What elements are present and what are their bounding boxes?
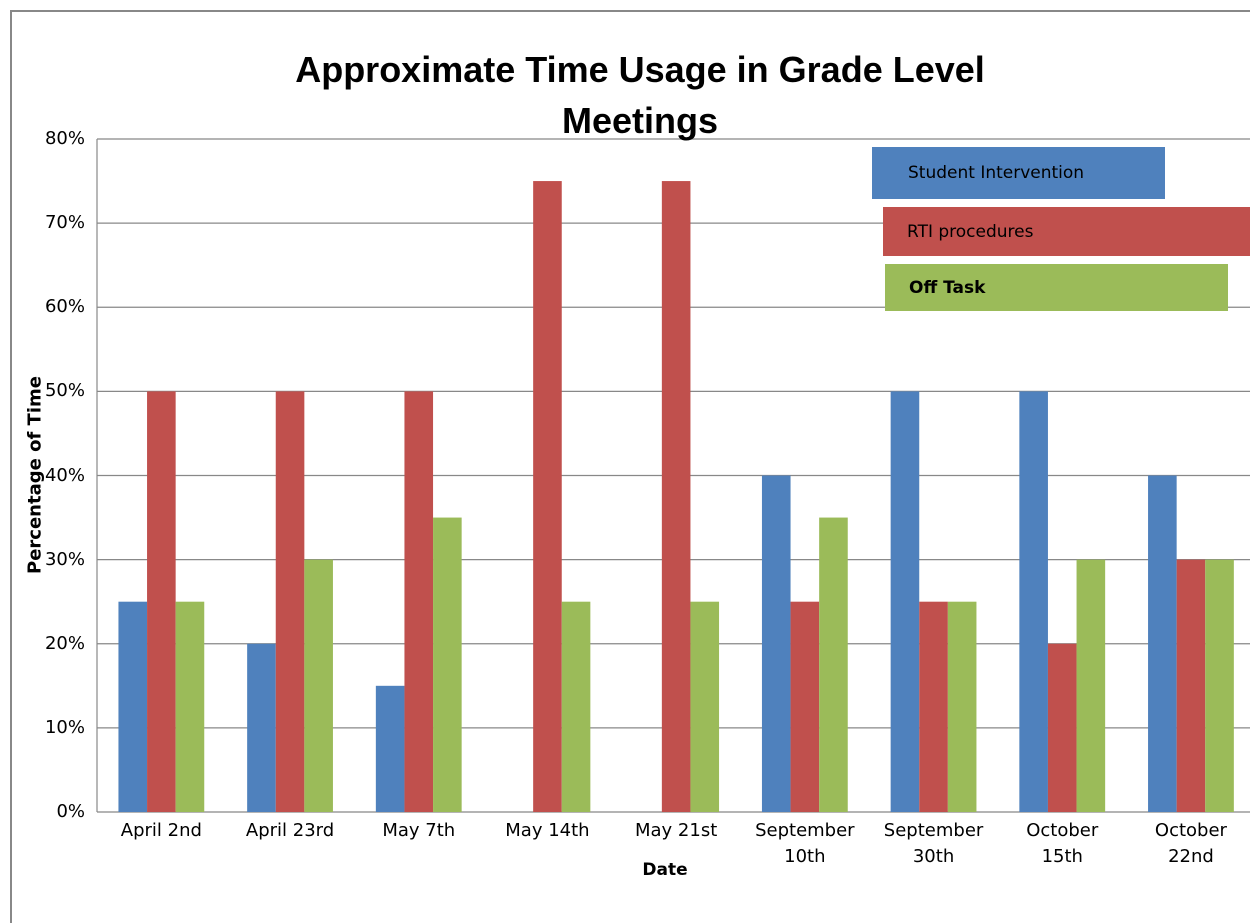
x-axis-label: Date — [642, 860, 688, 880]
chart-title: Approximate Time Usage in Grade Level Me… — [295, 49, 985, 141]
chart-frame — [10, 10, 1250, 923]
y-tick-label: 10% — [44, 716, 85, 738]
bar — [275, 391, 305, 812]
bar — [304, 559, 333, 812]
bar — [147, 391, 176, 812]
bar — [890, 391, 920, 812]
bar — [947, 601, 977, 812]
bar — [819, 517, 848, 812]
bar — [533, 181, 562, 812]
bar — [404, 391, 434, 812]
bar — [761, 475, 791, 812]
legend-entry: RTI procedures — [883, 207, 1250, 256]
x-tick-label: September 10th — [755, 820, 855, 867]
bar — [118, 601, 148, 812]
bar — [919, 601, 948, 812]
x-tick-label: April 23rd — [245, 820, 335, 841]
bar — [175, 601, 205, 812]
bar — [790, 601, 820, 812]
y-tick-label: 0% — [56, 801, 85, 822]
bar — [375, 685, 405, 812]
x-tick-label: May 7th — [382, 820, 456, 841]
bar — [247, 643, 276, 812]
bar — [1205, 559, 1234, 812]
bar — [1076, 559, 1106, 812]
y-tick-label: 40% — [44, 464, 85, 486]
y-tick-label: 60% — [44, 296, 85, 318]
bar — [690, 601, 720, 812]
legend-entry: Student Intervention — [872, 147, 1165, 199]
y-tick-label: 30% — [44, 548, 85, 570]
bar — [1176, 559, 1206, 812]
bar — [433, 517, 462, 812]
bar — [561, 601, 591, 812]
x-tick-label: September 30th — [883, 820, 984, 867]
x-tick-label: April 2nd — [120, 820, 202, 841]
bar — [1019, 391, 1048, 812]
y-tick-label: 20% — [44, 632, 85, 654]
y-tick-label: 70% — [44, 212, 85, 234]
y-tick-label: 50% — [44, 380, 85, 402]
x-tick-label: October 15th — [1026, 820, 1099, 867]
bar — [1148, 475, 1177, 812]
x-tick-label: May 21st — [635, 820, 718, 841]
x-tick-label: May 14th — [505, 820, 590, 841]
bar — [661, 181, 691, 812]
legend-entry: Off Task — [885, 264, 1228, 311]
y-tick-label: 80% — [44, 128, 85, 149]
bar — [1047, 643, 1077, 812]
x-tick-label: October 22nd — [1154, 820, 1227, 867]
